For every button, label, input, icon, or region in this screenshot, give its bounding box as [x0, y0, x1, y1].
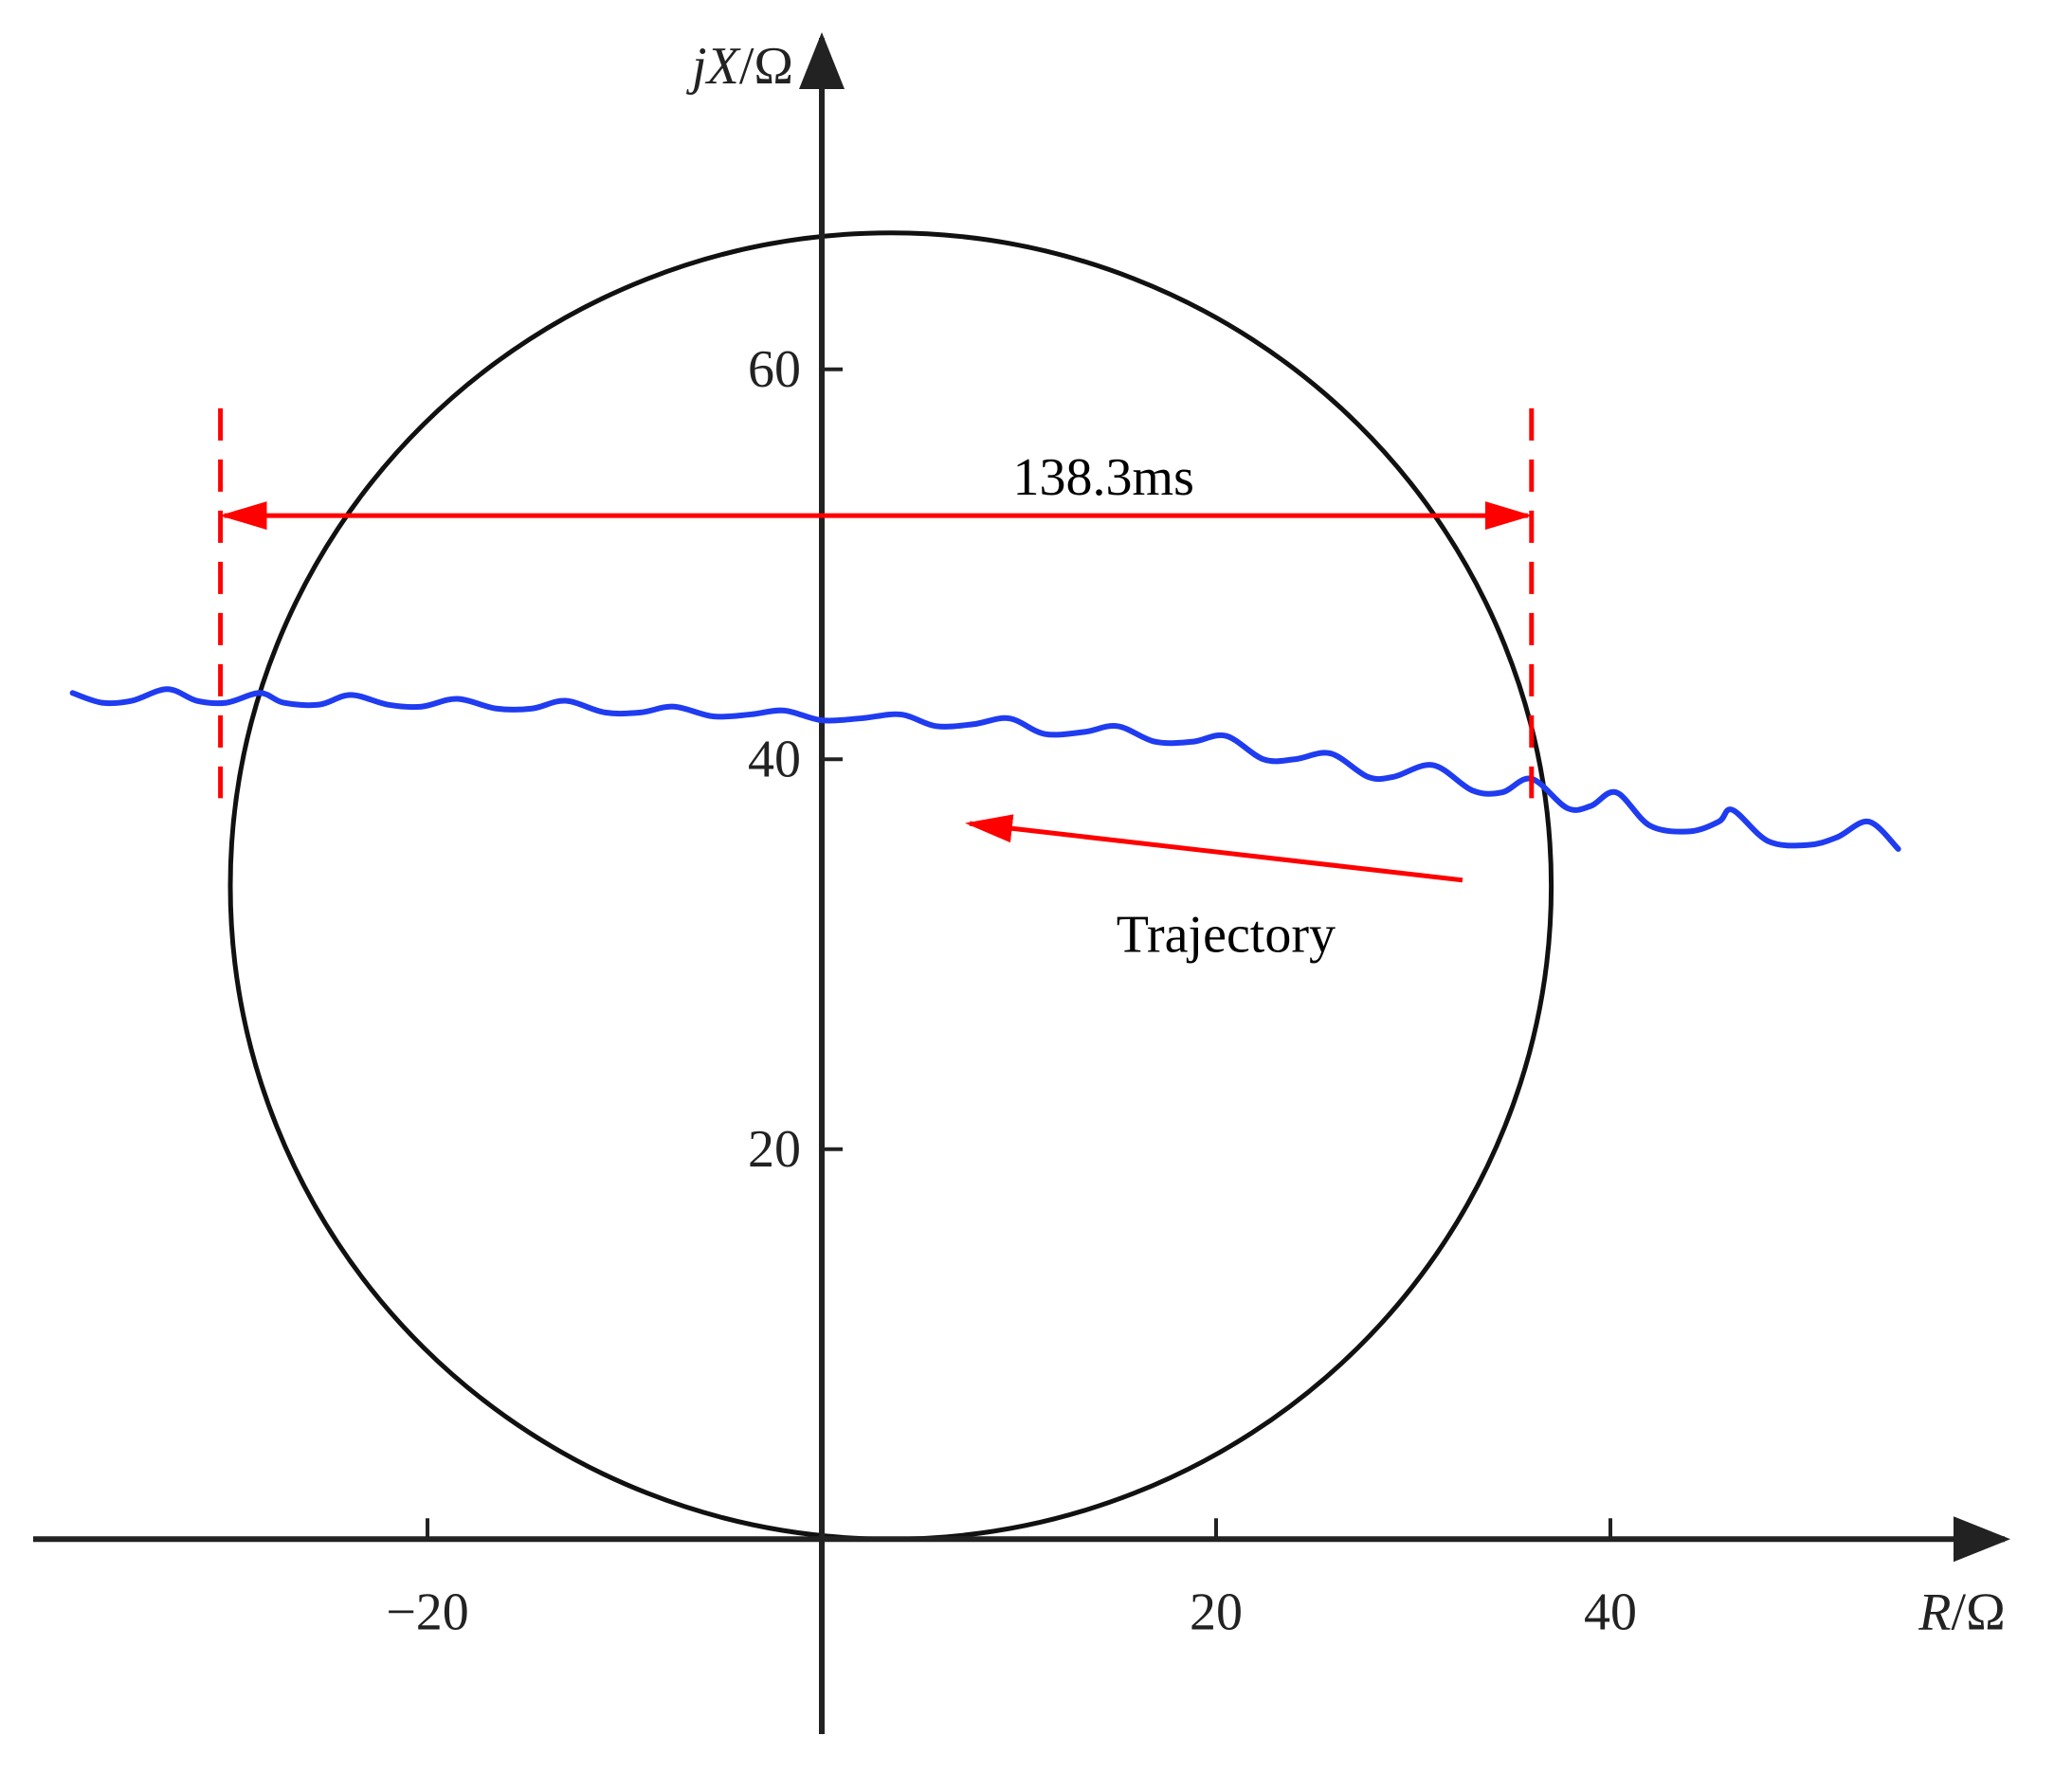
- x-axis-label-symbol: R: [1918, 1582, 1951, 1641]
- x-axis-label-unit: /Ω: [1952, 1582, 2006, 1641]
- y-axis-label-prefix: j: [686, 37, 707, 96]
- trajectory-line: [69, 686, 1901, 852]
- annotations: [218, 407, 1535, 883]
- y-tick-label: 20: [748, 1120, 801, 1179]
- trajectory-series: [69, 686, 1901, 852]
- y-axis-label-symbol: X: [705, 37, 742, 96]
- direction-arrow: [965, 814, 1463, 883]
- y-axis-label-unit: /Ω: [739, 37, 793, 96]
- y-tick-label: 40: [748, 730, 801, 788]
- x-tick-label: 40: [1584, 1582, 1637, 1641]
- trajectory-label: Trajectory: [1117, 905, 1336, 964]
- duration-label: 138.3ms: [1013, 448, 1194, 507]
- x-tick-label: −20: [386, 1582, 469, 1641]
- x-tick-label: 20: [1190, 1582, 1243, 1641]
- tick-marks: −20 20 40 20 40 60: [386, 340, 1637, 1641]
- y-axis-label: jX/Ω: [686, 37, 793, 96]
- y-tick-label: 60: [748, 340, 801, 399]
- axes: [33, 32, 2010, 1734]
- mho-circle: [227, 230, 1554, 1542]
- characteristic-circle: [227, 230, 1554, 1542]
- x-axis-label: R/Ω: [1918, 1582, 2005, 1641]
